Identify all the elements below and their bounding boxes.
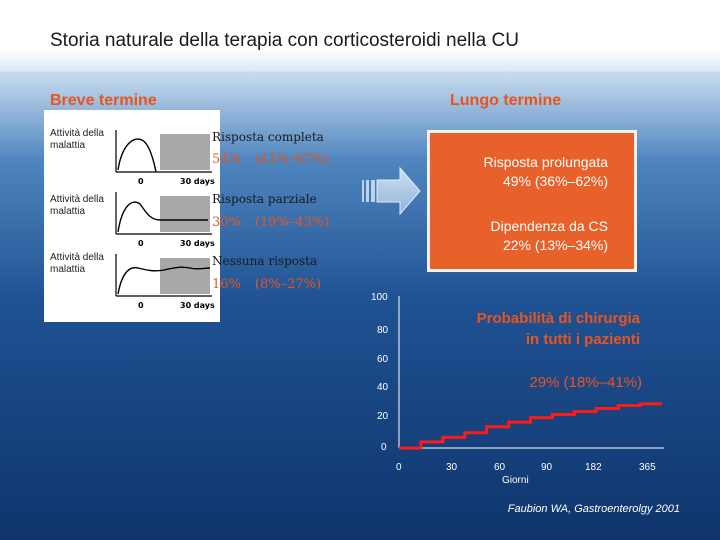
- mini-chart-complete-response: 0 30 days: [115, 130, 215, 186]
- surgery-title-line1: Probabilità di chirurgia: [476, 310, 640, 327]
- activity-curve: [117, 266, 211, 295]
- response-value-partial: 30% (19%–43%): [212, 215, 343, 230]
- long-term-box: Risposta prolungata 49% (36%–62%) Dipend…: [427, 130, 637, 272]
- response-percent: 30%: [212, 215, 241, 230]
- y-tick-label: 100: [371, 292, 388, 303]
- treatment-window: [160, 258, 210, 294]
- x-tick-label: 182: [585, 462, 602, 473]
- response-label-partial: Risposta parziale: [212, 192, 317, 206]
- mini-chart-no-response: 0 30 days: [115, 254, 215, 310]
- y-tick-label: 60: [377, 354, 389, 365]
- x-axis-label: Giorni: [502, 475, 529, 486]
- prolonged-response-value: 49% (36%–62%): [502, 173, 608, 189]
- response-percent: 16%: [212, 277, 241, 292]
- mini-chart-partial-response: 0 30 days: [115, 192, 215, 248]
- title-band: [0, 0, 720, 70]
- x-tick-label: 0: [396, 462, 402, 473]
- y-tick-label: 0: [381, 442, 387, 453]
- slide-title: Storia naturale della terapia con cortic…: [50, 30, 519, 51]
- x-start-tick: 0: [138, 301, 144, 310]
- response-range: (19%–43%): [254, 215, 330, 230]
- response-label-complete: Risposta completa: [212, 130, 324, 144]
- surgery-title-line2: in tutti i pazienti: [525, 331, 640, 348]
- x-start-tick: 0: [138, 177, 144, 186]
- x-tick-label: 30: [446, 462, 458, 473]
- activity-curve: [117, 201, 208, 233]
- x-end-tick: 30 days: [180, 239, 215, 248]
- citation: Faubion WA, Gastroenterolgy 2001: [507, 503, 680, 515]
- prolonged-response: Risposta prolungata 49% (36%–62%): [483, 153, 608, 191]
- surgery-probability-value: 29% (18%–41%): [529, 374, 642, 391]
- cs-dependence: Dipendenza da CS 22% (13%–34%): [490, 217, 608, 255]
- treatment-window: [160, 196, 210, 232]
- short-term-heading: Breve termine: [50, 92, 157, 109]
- response-range: (8%–27%): [254, 277, 322, 292]
- x-end-tick: 30 days: [180, 177, 215, 186]
- response-label-none: Nessuna risposta: [212, 254, 318, 268]
- response-range: (41%–67%): [254, 152, 330, 167]
- y-tick-label: 80: [377, 325, 389, 336]
- response-value-complete: 54% (41%–67%): [212, 152, 343, 167]
- activity-curve: [117, 138, 157, 173]
- x-end-tick: 30 days: [180, 301, 215, 310]
- x-start-tick: 0: [138, 239, 144, 248]
- treatment-window: [160, 134, 210, 170]
- y-tick-label: 40: [377, 382, 389, 393]
- activity-label-3: Attività della malattia: [50, 252, 104, 275]
- cs-dependence-label: Dipendenza da CS: [490, 218, 608, 234]
- response-value-none: 16% (8%–27%): [212, 277, 335, 292]
- y-tick-label: 20: [377, 411, 389, 422]
- x-tick-label: 365: [639, 462, 656, 473]
- x-tick-label: 60: [494, 462, 506, 473]
- surgery-probability-line: [399, 402, 662, 450]
- cs-dependence-value: 22% (13%–34%): [502, 237, 608, 253]
- activity-label-2: Attività della malattia: [50, 194, 104, 217]
- long-term-heading: Lungo termine: [450, 92, 562, 109]
- prolonged-response-label: Risposta prolungata: [483, 154, 608, 170]
- x-tick-label: 90: [541, 462, 553, 473]
- short-term-panel: Attività della malattia Attività della m…: [44, 110, 220, 322]
- arrow-right-icon: [362, 166, 421, 216]
- response-percent: 54%: [212, 152, 241, 167]
- activity-label-1: Attività della malattia: [50, 128, 104, 151]
- surgery-probability-title: Probabilità di chirurgia in tutti i pazi…: [400, 308, 640, 350]
